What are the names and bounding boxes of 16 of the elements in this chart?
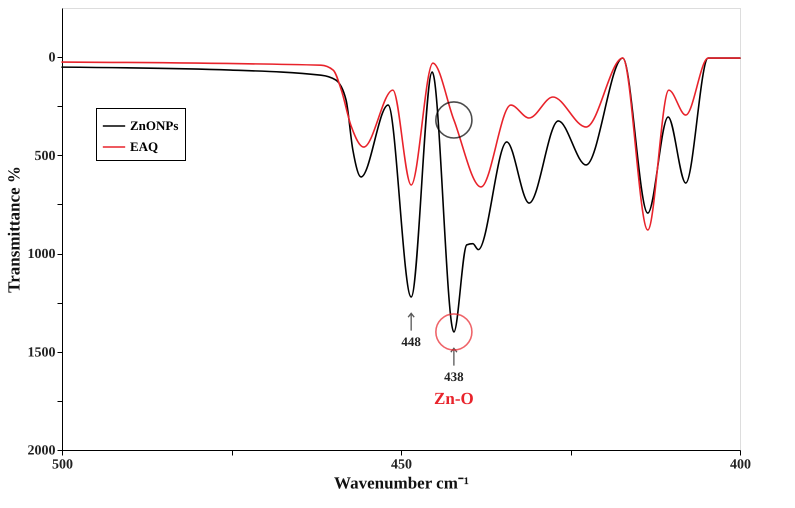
annotation: Zn-O <box>434 388 474 408</box>
x-tick-label: 400 <box>730 458 751 472</box>
y-tick-label: 1000 <box>28 247 56 262</box>
y-axis-title: Transmittance % <box>4 166 24 293</box>
y-tick-label: 500 <box>34 148 56 164</box>
legend-label: ZnONPs <box>130 118 178 133</box>
y-tick-label: 0 <box>48 50 56 66</box>
x-axis-title: Wavenumber cm⁻¹ <box>334 474 469 492</box>
line-series <box>61 57 741 231</box>
annotation: 448 <box>401 334 422 349</box>
y-tick-label: 2000 <box>28 444 56 458</box>
x-tick-label: 500 <box>52 458 73 472</box>
x-tick-label: 450 <box>391 458 412 472</box>
annotation: 438 <box>444 368 464 384</box>
y-tick-label: 1500 <box>28 345 56 360</box>
legend-label: EAQ <box>130 139 158 154</box>
